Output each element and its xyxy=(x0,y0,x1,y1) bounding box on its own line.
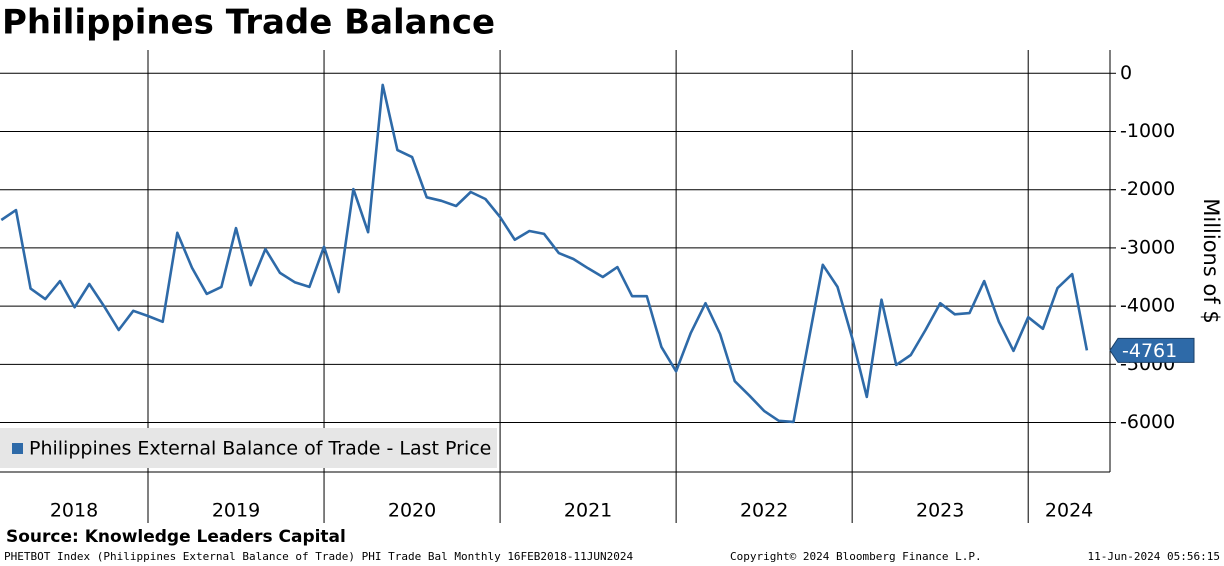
y-tick-label: 0 xyxy=(1120,62,1132,84)
legend-box xyxy=(0,428,497,468)
x-tick-label: 2023 xyxy=(916,500,964,522)
chart-title: Philippines Trade Balance xyxy=(2,3,495,43)
last-value-label: -4761 xyxy=(1122,340,1177,362)
footer-right: 11-Jun-2024 05:56:15 xyxy=(1088,550,1220,563)
x-tick-label: 2020 xyxy=(388,500,436,522)
x-tick-label: 2024 xyxy=(1045,500,1093,522)
footer-center: Copyright© 2024 Bloomberg Finance L.P. xyxy=(730,550,982,563)
y-tick-label: -3000 xyxy=(1120,236,1175,258)
y-tick-label: -2000 xyxy=(1120,178,1175,200)
y-tick-label: -4000 xyxy=(1120,295,1175,317)
legend: Philippines External Balance of Trade - … xyxy=(0,428,497,468)
x-tick-label: 2018 xyxy=(50,500,98,522)
source: Source: Knowledge Leaders Capital xyxy=(6,527,346,547)
legend-swatch xyxy=(12,443,23,454)
x-tick-label: 2021 xyxy=(564,500,612,522)
data-line xyxy=(0,83,1089,424)
y-axis-label: Millions of $ xyxy=(1199,198,1223,324)
legend-label: Philippines External Balance of Trade - … xyxy=(29,438,491,460)
last-value-tag xyxy=(1109,337,1195,363)
x-tick-label: 2019 xyxy=(212,500,260,522)
y-tick-label: -6000 xyxy=(1120,411,1175,433)
y-tick-label: -1000 xyxy=(1120,120,1175,142)
footer-left: PHETBOT Index (Philippines External Bala… xyxy=(4,550,634,563)
x-tick-label: 2022 xyxy=(740,500,788,522)
